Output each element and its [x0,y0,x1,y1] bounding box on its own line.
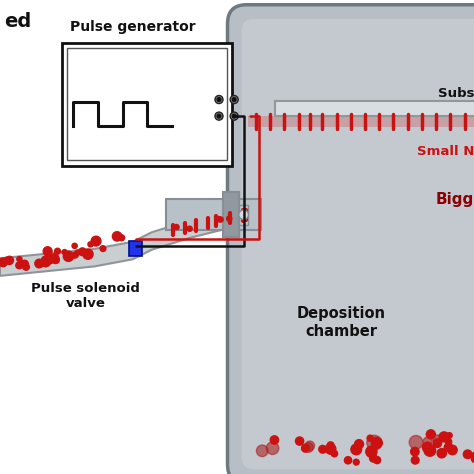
Bar [239,205,248,225]
Circle shape [370,455,377,462]
Bar [129,241,142,256]
Circle shape [23,264,29,270]
Circle shape [345,456,352,464]
Circle shape [301,444,310,452]
Circle shape [217,98,221,101]
Circle shape [215,112,223,120]
Circle shape [433,435,442,445]
Circle shape [353,459,359,465]
Circle shape [422,442,433,452]
Circle shape [227,216,232,221]
Circle shape [52,256,59,264]
Circle shape [88,242,93,247]
Bar [166,199,261,230]
Circle shape [75,250,80,255]
Circle shape [371,438,382,448]
Circle shape [367,435,382,450]
Circle shape [256,445,268,456]
Circle shape [230,96,238,104]
FancyBboxPatch shape [228,5,474,474]
Circle shape [472,452,474,460]
Circle shape [424,445,436,456]
Circle shape [325,444,336,454]
Circle shape [50,254,59,262]
Circle shape [17,256,22,262]
Circle shape [45,255,54,264]
Circle shape [232,98,236,101]
Circle shape [239,210,248,219]
Circle shape [43,247,52,255]
Circle shape [73,252,78,257]
Circle shape [319,446,327,453]
Circle shape [423,437,432,446]
Circle shape [331,450,337,457]
Circle shape [295,437,304,445]
Circle shape [266,442,279,455]
Circle shape [411,456,419,464]
Circle shape [351,444,362,455]
Circle shape [447,433,452,438]
Circle shape [72,253,78,258]
Circle shape [187,226,192,231]
Circle shape [230,112,238,120]
Circle shape [79,248,86,255]
Circle shape [471,454,474,463]
Circle shape [366,446,377,457]
Polygon shape [248,116,474,127]
Circle shape [218,217,223,222]
Circle shape [410,447,419,456]
Circle shape [439,432,449,442]
Circle shape [327,442,334,449]
Bar [67,48,227,160]
Circle shape [83,249,93,259]
Circle shape [64,251,73,261]
Circle shape [367,435,373,441]
Circle shape [72,243,77,248]
Circle shape [35,259,44,268]
Circle shape [41,257,51,267]
Circle shape [426,430,436,439]
Circle shape [409,436,423,449]
Circle shape [174,225,179,230]
Circle shape [42,256,49,264]
FancyBboxPatch shape [242,19,474,469]
Circle shape [437,448,447,458]
Text: Pulse solenoid
valve: Pulse solenoid valve [31,282,140,310]
Circle shape [62,250,67,255]
Polygon shape [0,206,246,276]
Text: Bigg: Bigg [436,191,474,207]
Text: Pulse generator: Pulse generator [70,20,196,34]
Circle shape [91,236,101,246]
Text: Small N: Small N [417,145,474,158]
Circle shape [444,443,453,452]
Circle shape [5,256,13,264]
Circle shape [3,257,9,264]
Text: Subs: Subs [438,88,474,100]
Circle shape [217,114,221,118]
Circle shape [304,443,313,452]
Bar [223,192,239,237]
Circle shape [305,441,315,450]
Circle shape [112,232,122,241]
Bar [275,101,474,116]
Circle shape [16,262,23,269]
Circle shape [100,246,106,252]
Circle shape [21,260,28,268]
Circle shape [215,96,223,104]
Circle shape [446,438,452,445]
Circle shape [374,456,381,464]
Circle shape [355,440,364,448]
Circle shape [216,217,221,222]
Circle shape [232,114,236,118]
Circle shape [118,235,125,241]
Text: Deposition
chamber: Deposition chamber [297,306,386,338]
Text: ed: ed [4,12,31,31]
Circle shape [270,436,279,444]
Bar [62,43,232,166]
Circle shape [433,439,442,447]
Circle shape [464,450,472,458]
Circle shape [448,445,457,455]
Circle shape [55,248,60,254]
Circle shape [0,258,8,267]
